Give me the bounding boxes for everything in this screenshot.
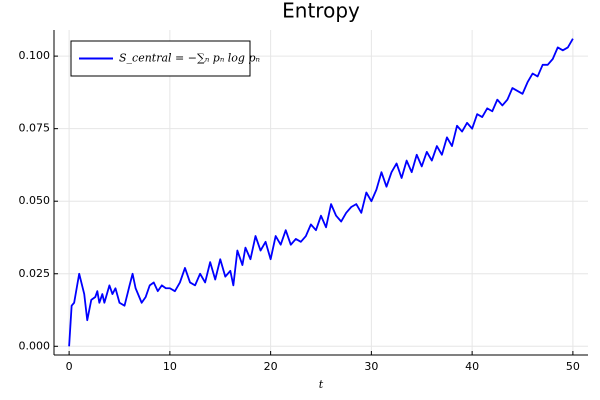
x-tick-label: 50 xyxy=(566,360,580,373)
y-tick-label: 0.025 xyxy=(19,267,51,280)
x-tick-label: 10 xyxy=(163,360,177,373)
y-tick-label: 0.000 xyxy=(19,339,51,352)
y-tick-label: 0.075 xyxy=(19,122,51,135)
x-tick-label: 30 xyxy=(364,360,378,373)
data-line xyxy=(68,38,574,347)
legend-label: S_central = −∑ₙ pₙ log pₙ xyxy=(119,52,260,65)
chart-title: Entropy xyxy=(282,0,360,23)
y-tick-label: 0.050 xyxy=(19,194,51,207)
y-tick-label: 0.100 xyxy=(19,49,51,62)
x-tick-label: 0 xyxy=(66,360,73,373)
x-axis-label: t xyxy=(319,378,324,391)
x-tick-label: 20 xyxy=(264,360,278,373)
x-tick-label: 40 xyxy=(465,360,479,373)
